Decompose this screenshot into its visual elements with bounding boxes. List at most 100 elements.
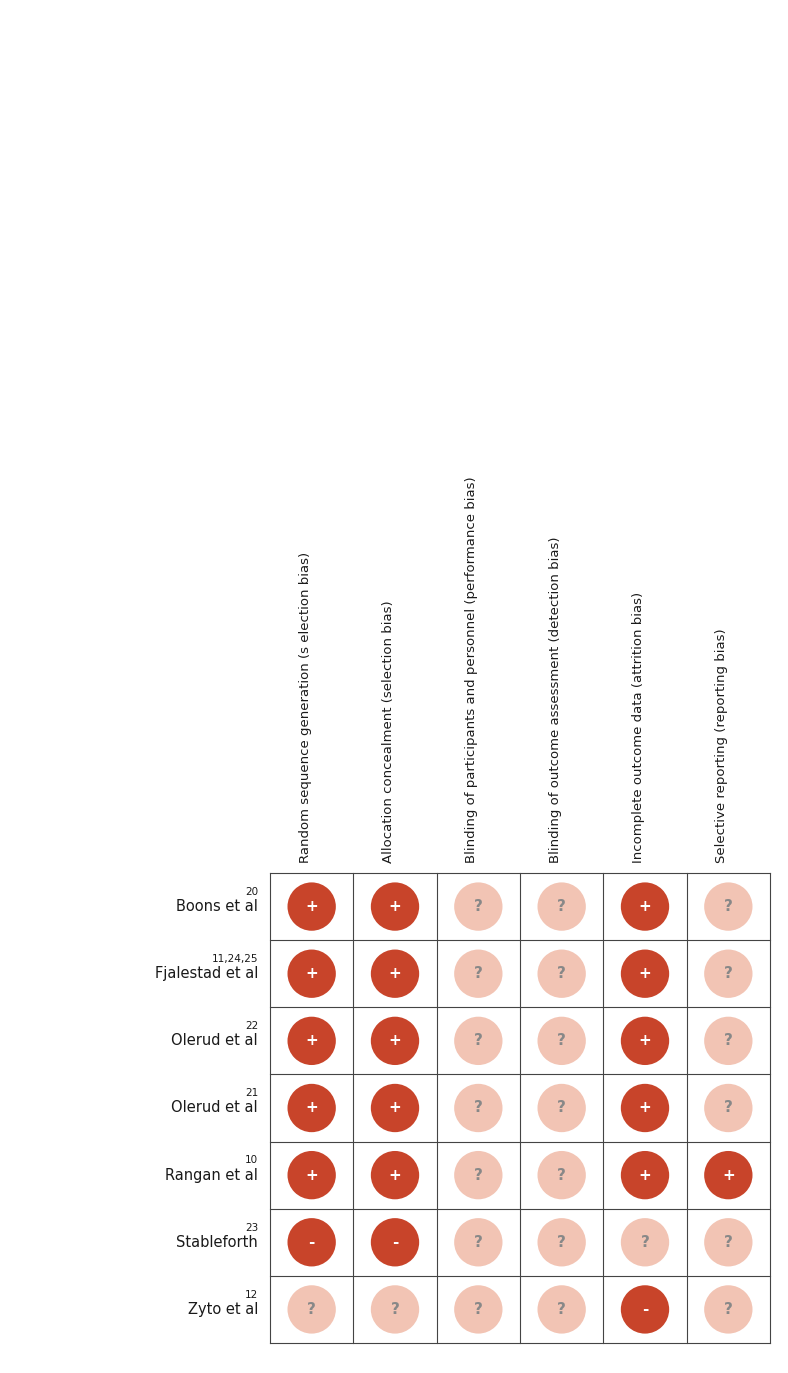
Text: 22: 22	[245, 1022, 258, 1031]
Text: 20: 20	[245, 887, 258, 897]
Text: ?: ?	[474, 899, 483, 914]
Ellipse shape	[537, 883, 585, 931]
Ellipse shape	[454, 883, 503, 931]
Text: ?: ?	[557, 967, 566, 982]
Text: 23: 23	[245, 1222, 258, 1233]
Text: ?: ?	[557, 1234, 566, 1249]
Ellipse shape	[288, 1083, 336, 1133]
Ellipse shape	[621, 1151, 669, 1199]
Ellipse shape	[371, 1218, 419, 1266]
Ellipse shape	[288, 950, 336, 998]
Text: +: +	[638, 899, 652, 914]
Ellipse shape	[454, 1218, 503, 1266]
Text: +: +	[305, 1034, 318, 1049]
Text: +: +	[388, 967, 401, 982]
Text: ?: ?	[557, 1302, 566, 1317]
Text: ?: ?	[641, 1234, 649, 1249]
Ellipse shape	[371, 883, 419, 931]
Ellipse shape	[454, 1016, 503, 1065]
Text: Zyto et al: Zyto et al	[188, 1302, 258, 1317]
Ellipse shape	[704, 1218, 753, 1266]
Text: +: +	[305, 899, 318, 914]
Text: ?: ?	[557, 1034, 566, 1049]
Text: +: +	[388, 1167, 401, 1182]
Text: ?: ?	[557, 1167, 566, 1182]
Text: ?: ?	[724, 1101, 733, 1115]
Ellipse shape	[371, 1083, 419, 1133]
Text: Rangan et al: Rangan et al	[165, 1167, 258, 1182]
Text: ?: ?	[474, 1167, 483, 1182]
Ellipse shape	[454, 1083, 503, 1133]
Text: Boons et al: Boons et al	[177, 899, 258, 914]
Text: 12: 12	[245, 1289, 258, 1300]
Ellipse shape	[288, 1016, 336, 1065]
Text: Olerud et al: Olerud et al	[171, 1034, 258, 1049]
Text: +: +	[305, 1101, 318, 1115]
Text: +: +	[388, 1034, 401, 1049]
Ellipse shape	[371, 1151, 419, 1199]
Text: +: +	[638, 1034, 652, 1049]
Ellipse shape	[371, 1285, 419, 1333]
Text: ?: ?	[474, 1101, 483, 1115]
Text: ?: ?	[724, 1034, 733, 1049]
Ellipse shape	[288, 1218, 336, 1266]
Ellipse shape	[371, 950, 419, 998]
Ellipse shape	[704, 1151, 753, 1199]
Text: ?: ?	[724, 967, 733, 982]
Text: +: +	[388, 899, 401, 914]
Ellipse shape	[537, 1016, 585, 1065]
Ellipse shape	[621, 1016, 669, 1065]
Text: ?: ?	[557, 1101, 566, 1115]
Ellipse shape	[621, 950, 669, 998]
Ellipse shape	[621, 1285, 669, 1333]
Ellipse shape	[704, 1083, 753, 1133]
Text: 21: 21	[245, 1089, 258, 1098]
Text: ?: ?	[391, 1302, 400, 1317]
Ellipse shape	[704, 883, 753, 931]
Text: ?: ?	[474, 1302, 483, 1317]
Text: ?: ?	[557, 899, 566, 914]
Text: +: +	[305, 967, 318, 982]
Text: Fjalestad et al: Fjalestad et al	[154, 967, 258, 982]
Text: ?: ?	[724, 1302, 733, 1317]
Ellipse shape	[704, 1016, 753, 1065]
Ellipse shape	[454, 950, 503, 998]
Ellipse shape	[288, 1151, 336, 1199]
Ellipse shape	[621, 1083, 669, 1133]
Text: Random sequence generation (s election bias): Random sequence generation (s election b…	[299, 552, 312, 864]
Text: ?: ?	[724, 899, 733, 914]
Text: -: -	[392, 1234, 398, 1249]
Text: Blinding of outcome assessment (detection bias): Blinding of outcome assessment (detectio…	[548, 537, 562, 864]
Ellipse shape	[537, 1083, 585, 1133]
Ellipse shape	[537, 1151, 585, 1199]
Ellipse shape	[454, 1285, 503, 1333]
Text: ?: ?	[307, 1302, 316, 1317]
Text: ?: ?	[474, 1034, 483, 1049]
Text: 11,24,25: 11,24,25	[211, 954, 258, 964]
Text: Olerud et al: Olerud et al	[171, 1101, 258, 1115]
Text: ?: ?	[474, 967, 483, 982]
Text: +: +	[638, 967, 652, 982]
Text: +: +	[638, 1101, 652, 1115]
Ellipse shape	[537, 1285, 585, 1333]
Text: Allocation concealment (selection bias): Allocation concealment (selection bias)	[382, 600, 395, 864]
Ellipse shape	[454, 1151, 503, 1199]
Text: Blinding of participants and personnel (performance bias): Blinding of participants and personnel (…	[466, 476, 478, 864]
Ellipse shape	[288, 1285, 336, 1333]
Text: +: +	[305, 1167, 318, 1182]
Ellipse shape	[621, 883, 669, 931]
Text: ?: ?	[724, 1234, 733, 1249]
Text: +: +	[638, 1167, 652, 1182]
Text: ?: ?	[474, 1234, 483, 1249]
Ellipse shape	[537, 950, 585, 998]
Text: Selective reporting (reporting bias): Selective reporting (reporting bias)	[716, 629, 728, 864]
Ellipse shape	[288, 883, 336, 931]
Text: +: +	[722, 1167, 734, 1182]
Text: -: -	[641, 1302, 649, 1317]
Ellipse shape	[537, 1218, 585, 1266]
Ellipse shape	[371, 1016, 419, 1065]
Text: -: -	[308, 1234, 315, 1249]
Ellipse shape	[704, 950, 753, 998]
Ellipse shape	[621, 1218, 669, 1266]
Text: Incomplete outcome data (attrition bias): Incomplete outcome data (attrition bias)	[632, 592, 645, 864]
